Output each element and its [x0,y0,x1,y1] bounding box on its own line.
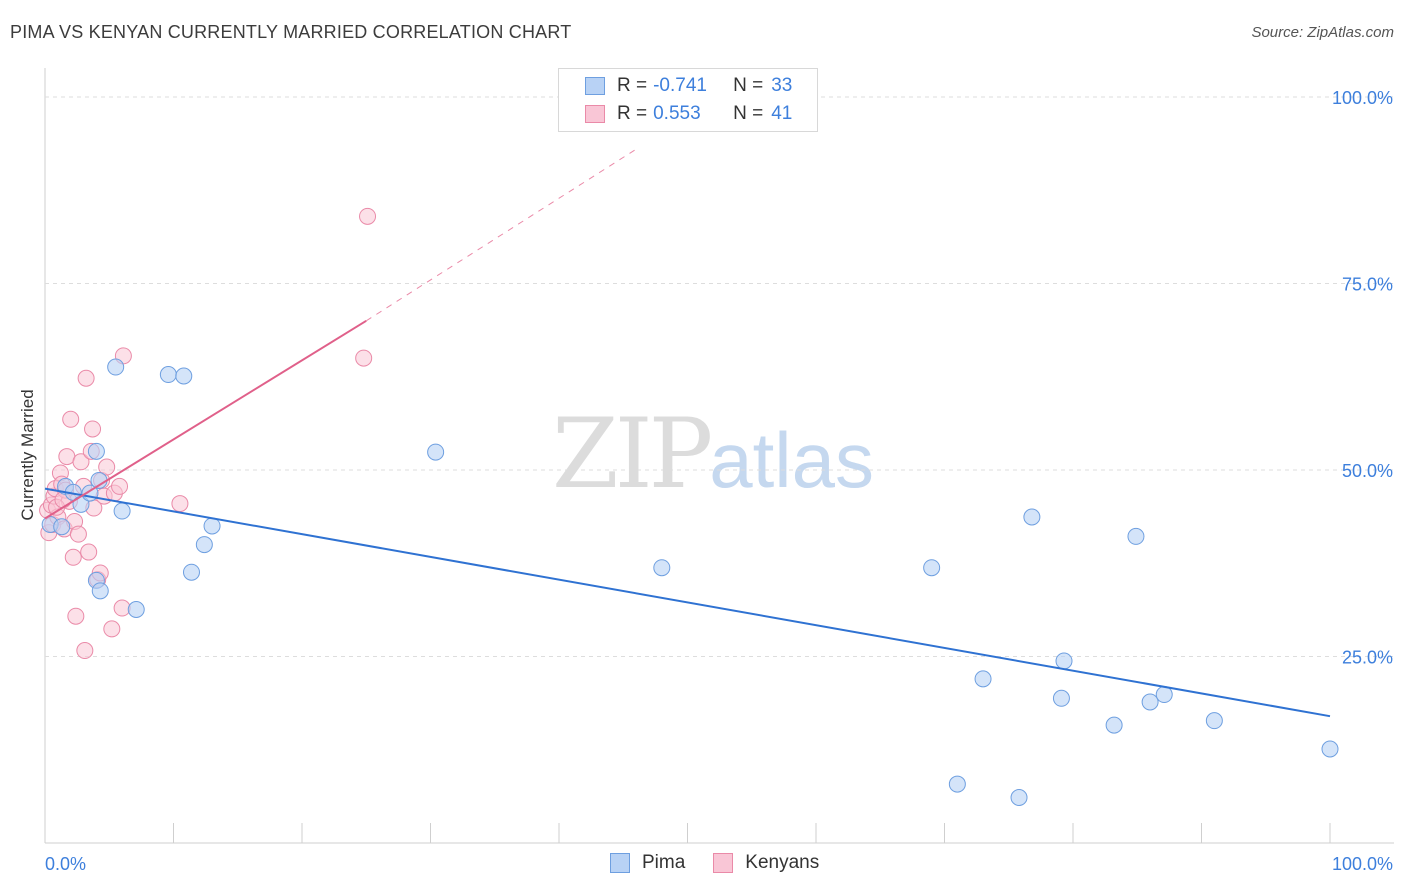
pima-point [1205,712,1223,730]
pima-trend-line [44,487,1331,718]
y-tick-label: 75.0% [1342,275,1393,295]
pima-point [127,601,145,619]
pima-point [427,443,445,461]
legend-row-pima: R = -0.741 N = 33 [585,73,792,99]
pima-point [948,775,966,793]
pima-point [107,358,125,376]
legend-row-kenyans: R = 0.553 N = 41 [585,101,792,127]
y-tick-label: 25.0% [1342,648,1393,668]
pima-legend-label: Pima [642,852,686,873]
pima-point [1321,740,1339,758]
y-tick-label: 100.0% [1332,88,1393,108]
pima-point [923,559,941,577]
pima-n-label: N = [733,75,764,96]
pima-r-value: -0.741 [653,75,707,96]
pima-point [1023,508,1041,526]
kenyans-point [355,349,373,367]
pima-point [53,518,71,536]
pima-point [1127,527,1145,545]
pima-n-value: 33 [771,75,793,96]
kenyans-point [111,477,129,495]
pima-point [113,502,131,520]
pima-point [653,559,671,577]
kenyans-point [77,369,95,387]
pima-point [195,536,213,554]
kenyans-n-value: 41 [771,103,793,124]
x-tick-label: 100.0% [1332,854,1393,874]
kenyans-legend-label: Kenyans [745,852,820,873]
kenyans-point [359,207,377,225]
kenyans-point [72,453,90,471]
legend-item-kenyans: Kenyans [713,852,819,874]
pima-point [159,366,177,384]
kenyans-point [69,525,87,543]
pima-r-label: R = [617,75,648,96]
kenyans-point [84,420,102,438]
pima-point [1141,693,1159,711]
pima-legend-swatch [610,853,630,873]
pima-point [1055,652,1073,670]
watermark: ZIPatlas [552,398,874,510]
y-tick-label: 50.0% [1342,461,1393,481]
kenyans-trend-line [44,319,367,520]
watermark-atlas: atlas [709,416,874,504]
kenyans-trend-extension [365,148,637,322]
chart-title: PIMA VS KENYAN CURRENTLY MARRIED CORRELA… [10,22,572,42]
pima-point [87,442,105,460]
pima-point [1155,686,1173,704]
kenyans-point [62,410,80,428]
kenyans-r-label: R = [617,103,648,124]
kenyans-point [58,448,76,466]
kenyans-point [98,458,116,476]
source-label: Source: ZipAtlas.com [1251,24,1394,41]
pima-point [1010,788,1028,806]
x-tick-label: 0.0% [45,854,86,874]
pima-point [182,563,200,581]
kenyans-point [171,495,189,513]
kenyans-point [103,620,121,638]
correlation-legend: R = -0.741 N = 33 R = 0.553 N = 41 [558,68,818,132]
kenyans-point [113,599,131,617]
kenyans-n-label: N = [733,103,764,124]
pima-point [1105,716,1123,734]
pima-point [203,517,221,535]
pima-point [974,670,992,688]
kenyans-point [76,642,94,660]
kenyans-swatch [585,105,605,123]
pima-swatch [585,77,605,95]
kenyans-point [64,548,82,566]
pima-point [91,582,109,600]
watermark-zip: ZIP [552,398,713,510]
series-legend: Pima Kenyans [610,852,847,874]
kenyans-legend-swatch [713,853,734,873]
kenyans-r-value: 0.553 [653,103,701,124]
pima-point [175,367,193,385]
pima-point [1052,689,1070,707]
legend-item-pima: Pima [610,852,685,874]
kenyans-point [67,607,85,625]
kenyans-point [80,543,98,561]
